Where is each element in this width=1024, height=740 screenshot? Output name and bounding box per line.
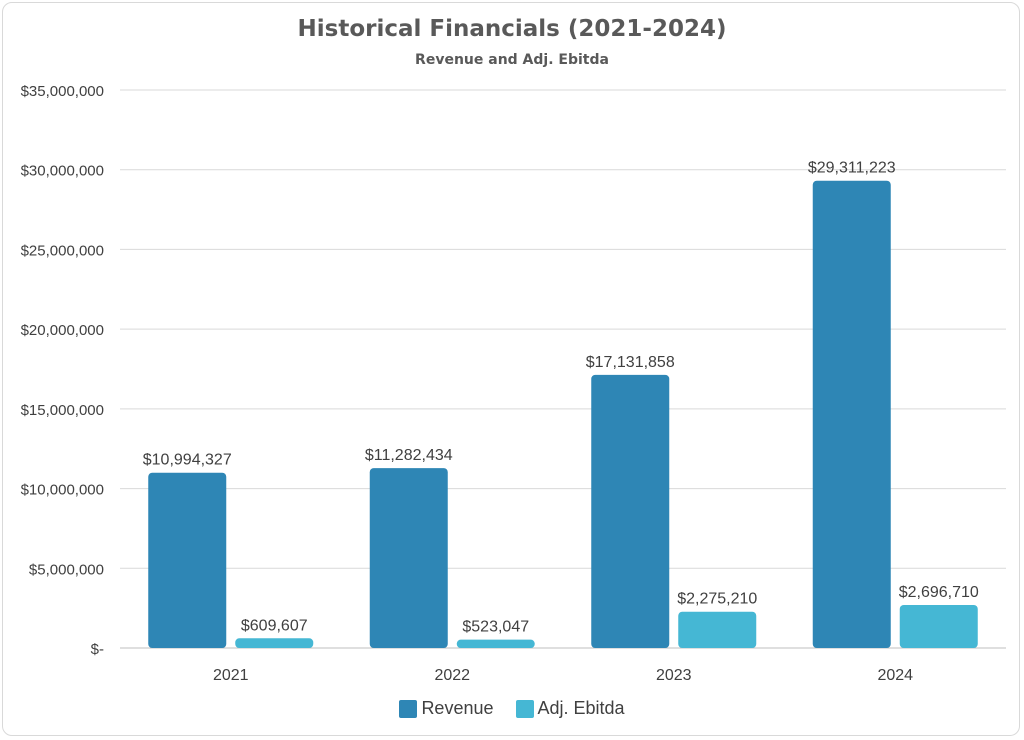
y-tick-label: $15,000,000 xyxy=(21,402,104,419)
legend-swatch-revenue xyxy=(399,699,418,718)
legend-label-adj-ebitda: Adj. Ebitda xyxy=(537,698,625,718)
y-tick-label: $5,000,000 xyxy=(29,561,104,578)
data-label: $609,607 xyxy=(241,617,308,634)
y-tick-label: $25,000,000 xyxy=(21,242,104,259)
data-label: $17,131,858 xyxy=(586,354,675,371)
y-tick-label: $- xyxy=(91,641,104,658)
x-tick-label: 2023 xyxy=(656,667,692,684)
y-tick-label: $10,000,000 xyxy=(21,482,104,499)
x-tick-label: 2022 xyxy=(434,667,470,684)
y-tick-label: $30,000,000 xyxy=(21,163,104,180)
data-label: $523,047 xyxy=(462,619,529,636)
data-label: $2,696,710 xyxy=(899,584,979,601)
y-tick-label: $35,000,000 xyxy=(21,83,104,100)
legend: Revenue Adj. Ebitda xyxy=(0,698,1024,719)
bar-adj-ebitda xyxy=(235,638,314,648)
bar-revenue xyxy=(591,374,670,648)
bar-adj-ebitda xyxy=(899,605,978,648)
data-label: $2,275,210 xyxy=(677,591,757,608)
y-tick-label: $20,000,000 xyxy=(21,322,104,339)
bar-revenue xyxy=(148,472,227,648)
legend-swatch-adj-ebitda xyxy=(515,699,534,718)
x-tick-label: 2024 xyxy=(877,667,913,684)
legend-item-revenue: Revenue xyxy=(399,698,494,719)
legend-label-revenue: Revenue xyxy=(421,698,494,718)
bar-adj-ebitda xyxy=(678,611,757,648)
bar-revenue xyxy=(369,468,448,648)
bar-adj-ebitda xyxy=(456,639,535,648)
data-label: $11,282,434 xyxy=(365,447,453,464)
x-tick-label: 2021 xyxy=(213,667,249,684)
legend-item-adj-ebitda: Adj. Ebitda xyxy=(515,698,625,719)
chart-title: Historical Financials (2021-2024) xyxy=(297,16,727,42)
data-label: $10,994,327 xyxy=(143,452,232,469)
data-label: $29,311,223 xyxy=(808,160,896,177)
chart-subtitle: Revenue and Adj. Ebitda xyxy=(415,52,609,68)
bar-revenue xyxy=(812,180,891,648)
